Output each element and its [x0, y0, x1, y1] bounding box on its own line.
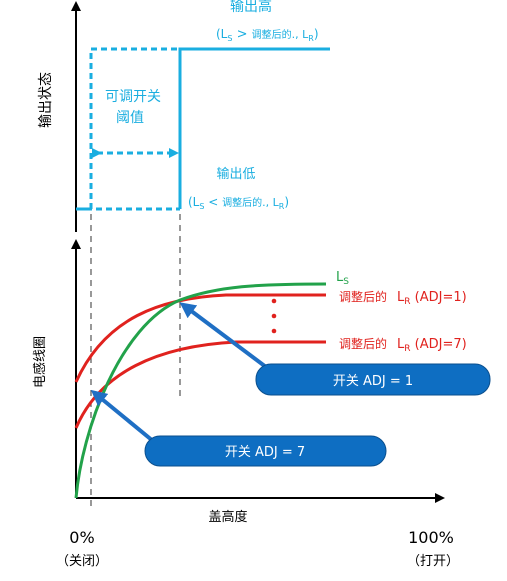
- solid-output-curve: [76, 47, 330, 211]
- arrow-adj1: [179, 302, 272, 372]
- x-max-value: 100%: [408, 528, 454, 547]
- arrow-adj7: [90, 389, 155, 443]
- red-dot-3: [271, 328, 277, 334]
- ls-curve: [74, 282, 327, 499]
- threshold-label-line1: 可调开关: [105, 89, 161, 105]
- x-min-value: 0%: [69, 528, 94, 547]
- low-condition-label: (LS < 调整后的., LR): [188, 195, 289, 211]
- lr-adj1-label: 调整后的 LR (ADJ=1): [339, 289, 467, 307]
- dashed-high-state-line: [89, 47, 180, 209]
- callout-adj1-text: 开关 ADJ = 1: [333, 374, 413, 389]
- red-dot-2: [271, 313, 277, 319]
- ls-label: LS: [336, 270, 349, 287]
- top-y-axis-label: 输出状态: [38, 72, 54, 128]
- lr-adj7-curve: [74, 340, 326, 429]
- output-low-label: 输出低: [216, 166, 255, 182]
- callout-adj7-box: [144, 435, 387, 467]
- x-max-note: （打开）: [407, 554, 459, 569]
- lr-adj1-curve: [74, 293, 326, 383]
- lr-adj7-label: 调整后的 LR (ADJ=7): [339, 336, 467, 354]
- red-dot-1: [271, 298, 277, 304]
- callout-adj1-box: [255, 363, 491, 396]
- output-high-label: 输出高: [230, 0, 272, 15]
- bottom-y-axis-label: 电感线圈: [32, 336, 48, 388]
- callout-adj7-text: 开关 ADJ = 7: [225, 445, 305, 460]
- high-condition-label: (LS > 调整后的., LR): [216, 27, 319, 43]
- threshold-label-line2: 阈值: [116, 110, 144, 126]
- x-axis-label: 盖高度: [208, 509, 247, 525]
- x-min-note: （关闭）: [56, 554, 108, 569]
